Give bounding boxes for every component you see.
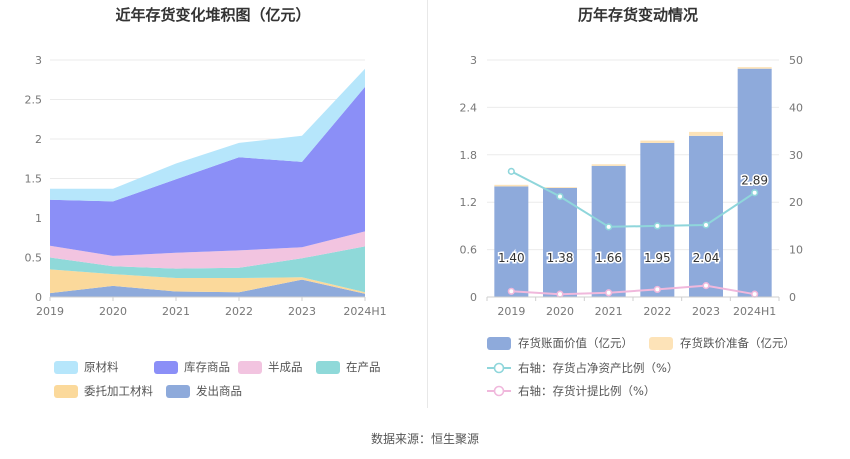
line-point-0 bbox=[751, 189, 759, 197]
right-right-y-tick-label: 30 bbox=[789, 149, 803, 162]
line-point-1 bbox=[653, 285, 661, 294]
left-legend-swatch bbox=[238, 361, 262, 374]
line-point-0 bbox=[507, 167, 515, 175]
left-legend-label: 在产品 bbox=[346, 360, 381, 374]
impairment-bar bbox=[543, 187, 577, 188]
line-point-0 bbox=[556, 192, 564, 201]
left-x-tick-label: 2024H1 bbox=[343, 305, 386, 318]
line-point-0 bbox=[605, 223, 613, 231]
right-legend-label: 右轴：存货占净资产比例（%） bbox=[518, 361, 678, 375]
inventory-change-chart: 历年存货变动情况 1.40 1.38 1.66 1.95 2.04 2.89 0 0.6 1.… bbox=[460, 6, 804, 398]
left-y-tick-label: 1.5 bbox=[25, 173, 43, 186]
line-point-1 bbox=[556, 290, 564, 298]
line-point-0 bbox=[702, 221, 710, 229]
left-legend-label: 委托加工材料 bbox=[84, 384, 153, 398]
book-value-bar bbox=[494, 186, 529, 297]
right-x-tick-label: 2020 bbox=[546, 305, 574, 318]
left-x-tick-label: 2019 bbox=[36, 305, 64, 318]
left-y-tick-label: 2.5 bbox=[25, 94, 43, 107]
right-x-tick-label: 2021 bbox=[595, 305, 623, 318]
left-y-tick-label: 1 bbox=[35, 212, 42, 225]
left-legend-label: 原材料 bbox=[84, 360, 119, 374]
right-left-y-tick-label: 2.4 bbox=[460, 101, 478, 114]
right-legend-marker bbox=[493, 362, 505, 374]
right-left-y-tick-label: 3 bbox=[470, 54, 477, 67]
left-x-tick-label: 2023 bbox=[288, 305, 316, 318]
area-series-4 bbox=[50, 86, 365, 256]
left-legend-label: 半成品 bbox=[268, 360, 303, 374]
right-right-y-tick-label: 50 bbox=[789, 54, 803, 67]
left-legend-swatch bbox=[154, 361, 178, 374]
left-y-tick-label: 0.5 bbox=[25, 252, 43, 265]
left-x-tick-label: 2022 bbox=[225, 305, 253, 318]
right-right-y-tick-label: 0 bbox=[789, 291, 796, 304]
right-right-y-tick-label: 40 bbox=[789, 101, 803, 114]
impairment-bar bbox=[494, 184, 529, 187]
right-left-y-tick-label: 0 bbox=[470, 291, 477, 304]
area-series-0 bbox=[50, 279, 365, 297]
right-legend-label: 存货跌价准备（亿元） bbox=[680, 336, 795, 350]
line-point-1 bbox=[507, 287, 515, 295]
impairment-bar bbox=[640, 140, 675, 143]
impairment-bar bbox=[689, 131, 723, 136]
right-x-tick-label: 2024H1 bbox=[733, 305, 776, 318]
right-legend-marker bbox=[493, 385, 505, 397]
left-chart-title: 近年存货变化堆积图（亿元） bbox=[115, 6, 310, 24]
book-value-bar bbox=[543, 187, 577, 297]
line-series-1 bbox=[511, 284, 755, 296]
area-series-3 bbox=[50, 231, 365, 269]
right-left-y-tick-label: 0.6 bbox=[460, 244, 478, 257]
area-series-1 bbox=[50, 269, 365, 294]
right-x-tick-label: 2019 bbox=[497, 305, 525, 318]
left-y-tick-label: 0 bbox=[35, 291, 42, 304]
chart-divider bbox=[427, 0, 428, 408]
right-right-y-tick-label: 20 bbox=[789, 196, 803, 209]
impairment-bar bbox=[591, 164, 626, 166]
left-x-tick-label: 2021 bbox=[162, 305, 190, 318]
bar-value-label: 2.89 bbox=[741, 174, 768, 188]
right-legend-label: 右轴：存货计提比例（%） bbox=[518, 384, 655, 398]
bar-value-label: 1.66 bbox=[595, 251, 622, 265]
left-legend-swatch bbox=[316, 361, 340, 374]
impairment-bar bbox=[737, 67, 772, 69]
right-legend-swatch bbox=[487, 337, 511, 350]
book-value-bar bbox=[591, 165, 626, 297]
data-source-note: 数据来源：恒生聚源 bbox=[370, 432, 479, 446]
bar-value-label: 2.04 bbox=[693, 251, 720, 265]
right-x-tick-label: 2023 bbox=[692, 305, 720, 318]
line-series-0 bbox=[510, 170, 756, 228]
right-left-y-tick-label: 1.8 bbox=[460, 149, 478, 162]
line-point-0 bbox=[653, 222, 661, 230]
left-legend-swatch bbox=[166, 385, 190, 398]
bar-value-label: 1.95 bbox=[644, 251, 671, 265]
right-right-y-tick-label: 10 bbox=[789, 244, 803, 257]
line-point-1 bbox=[751, 290, 759, 298]
book-value-bar bbox=[640, 142, 675, 297]
inventory-stacked-area-chart: 近年存货变化堆积图（亿元） 0 0.5 1 1.5 2 2.5 3 2019 2020 2021 2… bbox=[25, 6, 387, 398]
book-value-bar bbox=[737, 68, 772, 297]
bar-value-label: 1.38 bbox=[547, 251, 574, 265]
left-y-tick-label: 3 bbox=[35, 54, 42, 67]
right-legend-label: 存货账面价值（亿元） bbox=[518, 336, 633, 350]
left-x-tick-label: 2020 bbox=[99, 305, 127, 318]
left-legend-swatch bbox=[54, 385, 78, 398]
left-legend-label: 发出商品 bbox=[196, 384, 242, 398]
right-legend-swatch bbox=[649, 337, 673, 350]
bar-value-label: 1.40 bbox=[498, 251, 525, 265]
right-x-tick-label: 2022 bbox=[643, 305, 671, 318]
area-series-2 bbox=[50, 246, 365, 293]
right-chart-title: 历年存货变动情况 bbox=[578, 6, 698, 24]
line-point-1 bbox=[702, 282, 710, 290]
left-legend-label: 库存商品 bbox=[184, 360, 230, 374]
left-legend-swatch bbox=[54, 361, 78, 374]
line-point-1 bbox=[605, 289, 613, 297]
right-left-y-tick-label: 1.2 bbox=[460, 196, 478, 209]
left-y-tick-label: 2 bbox=[35, 133, 42, 146]
